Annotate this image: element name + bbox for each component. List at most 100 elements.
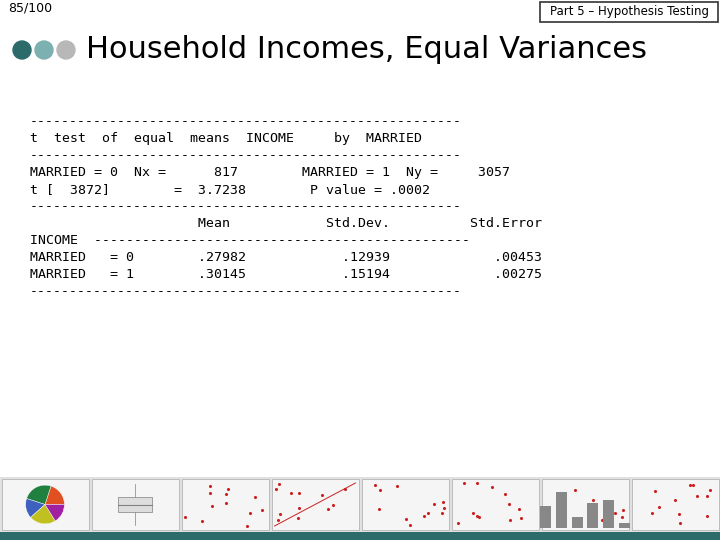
Text: Mean            Std.Dev.          Std.Error: Mean Std.Dev. Std.Error [30,217,542,230]
Point [474,512,485,521]
Point [515,514,526,522]
Text: t [  3872]        =  3.7238        P value = .0002: t [ 3872] = 3.7238 P value = .0002 [30,183,430,196]
Bar [572,517,582,528]
FancyBboxPatch shape [0,532,720,540]
Point [452,519,464,528]
Point [220,489,232,498]
Point [684,480,696,489]
Point [675,519,686,528]
Point [273,516,284,524]
Point [404,521,415,529]
FancyBboxPatch shape [540,2,718,22]
Text: ------------------------------------------------------: ----------------------------------------… [30,149,462,162]
Point [596,516,608,524]
Point [609,509,621,518]
Text: Household Incomes, Equal Variances: Household Incomes, Equal Variances [86,36,647,64]
Wedge shape [26,498,45,517]
Point [438,503,450,512]
Point [369,481,380,490]
Point [691,491,703,500]
FancyBboxPatch shape [631,479,719,530]
Point [241,522,253,530]
FancyBboxPatch shape [91,479,179,530]
Point [292,514,304,523]
Point [293,489,305,498]
Point [701,512,713,521]
FancyBboxPatch shape [1,479,89,530]
Point [323,505,334,514]
Point [500,489,511,498]
Point [222,484,234,493]
Point [471,479,482,488]
Circle shape [13,41,31,59]
Point [422,509,433,518]
Point [244,509,256,517]
Point [256,505,268,514]
Wedge shape [45,486,64,504]
Point [391,482,402,491]
FancyBboxPatch shape [117,497,153,512]
Text: MARRIED   = 1        .30145            .15194             .00275: MARRIED = 1 .30145 .15194 .00275 [30,268,542,281]
Text: ------------------------------------------------------: ----------------------------------------… [30,200,462,213]
Point [569,486,580,495]
Point [504,515,516,524]
Text: Part 5 – Hypothesis Testing: Part 5 – Hypothesis Testing [549,5,708,18]
Point [598,514,610,523]
Text: t  test  of  equal  means  INCOME     by  MARRIED: t test of equal means INCOME by MARRIED [30,132,422,145]
Point [249,492,261,501]
Point [374,486,386,495]
Point [552,499,563,508]
Point [458,479,469,488]
Text: 85/100: 85/100 [8,2,52,15]
Point [701,491,713,500]
Bar [588,503,598,528]
Point [541,509,552,518]
Point [471,512,482,521]
Text: ------------------------------------------------------: ----------------------------------------… [30,285,462,298]
FancyBboxPatch shape [541,479,629,530]
Point [703,485,715,494]
Point [544,503,555,512]
Point [316,491,328,500]
Point [588,514,599,522]
Point [552,509,563,517]
Point [271,484,282,493]
Point [673,509,685,518]
Point [204,482,215,490]
Point [588,495,599,504]
Point [179,512,191,521]
FancyBboxPatch shape [0,477,720,532]
Point [646,508,657,517]
Point [669,496,680,504]
FancyBboxPatch shape [271,479,359,530]
Point [617,506,629,515]
Point [220,498,232,507]
Point [687,481,698,490]
Point [197,517,208,525]
Point [513,505,525,514]
Bar [603,500,614,528]
Point [204,489,216,497]
Text: ------------------------------------------------------: ----------------------------------------… [30,115,462,128]
Wedge shape [30,504,55,524]
Point [274,510,286,519]
Point [504,500,516,508]
Bar [540,506,551,528]
Point [436,509,448,517]
Point [374,505,385,514]
Point [400,515,412,523]
Point [467,509,479,517]
Circle shape [57,41,75,59]
FancyBboxPatch shape [361,479,449,530]
Wedge shape [27,485,51,504]
Point [339,485,351,494]
FancyBboxPatch shape [451,479,539,530]
Point [285,489,297,498]
Point [428,500,439,508]
Text: MARRIED   = 0        .27982            .12939             .00453: MARRIED = 0 .27982 .12939 .00453 [30,251,542,264]
Point [327,501,338,509]
Text: MARRIED = 0  Nx =      817        MARRIED = 1  Ny =     3057: MARRIED = 0 Nx = 817 MARRIED = 1 Ny = 30… [30,166,510,179]
Point [486,482,498,491]
Point [653,503,665,511]
Bar [556,492,567,528]
